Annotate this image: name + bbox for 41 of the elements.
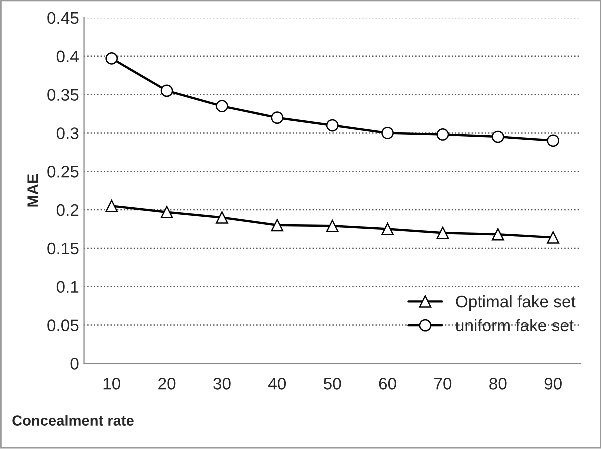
point (382, 223, 394, 236)
point (271, 112, 284, 124)
point (160, 84, 174, 98)
y-tick-label: 0.3 (56, 128, 79, 140)
y-tick-label: 0.05 (48, 320, 79, 332)
x-tick-label: 90 (544, 378, 562, 390)
y-tick-label: 0 (70, 358, 79, 370)
legend-label: Optimal fake set (456, 295, 576, 311)
point (271, 219, 284, 232)
x-tick-label: 80 (490, 378, 507, 390)
x-tick-label: 40 (268, 378, 286, 390)
legend-label: uniform fake set (456, 319, 574, 332)
y-tick-label: 0.4 (56, 50, 79, 63)
y-tick-label: 0.2 (56, 204, 79, 216)
point (216, 212, 228, 224)
point (547, 134, 560, 148)
x-tick-label: 20 (158, 378, 176, 390)
point (436, 128, 450, 141)
y-tick-label: 0.25 (48, 166, 79, 178)
y-axis-title: MAE (28, 174, 38, 207)
point (436, 226, 450, 240)
point (492, 228, 504, 241)
point (106, 200, 118, 212)
x-tick-label: 70 (434, 378, 452, 390)
x-tick-label: 50 (324, 378, 342, 390)
x-tick-label: 10 (104, 378, 120, 390)
point (326, 119, 339, 132)
point (382, 127, 394, 140)
point (216, 100, 228, 112)
y-tick-label: 0.1 (56, 281, 79, 294)
x-axis-title: Concealment rate (12, 415, 134, 426)
point (492, 130, 504, 144)
x-tick-label: 30 (214, 378, 231, 390)
x-tick-label: 60 (379, 378, 396, 390)
y-tick-label: 0.45 (48, 12, 79, 24)
y-tick-label: 0.35 (48, 89, 79, 101)
y-tick-label: 0.15 (48, 242, 79, 255)
point (160, 206, 174, 219)
point (326, 220, 339, 232)
point (106, 52, 118, 65)
point (547, 232, 560, 244)
